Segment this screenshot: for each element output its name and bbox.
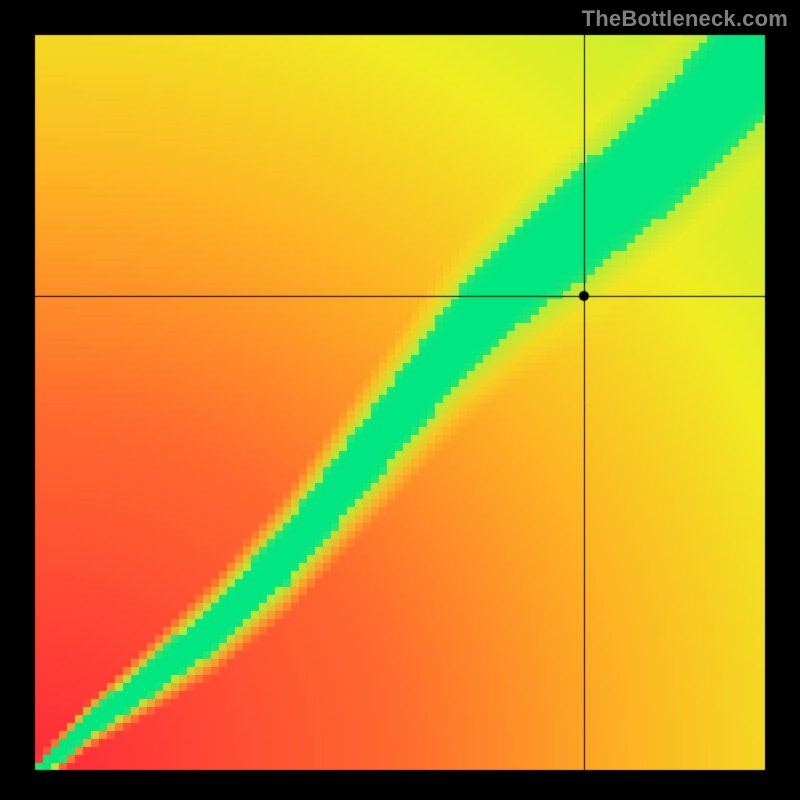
heatmap-canvas <box>0 0 800 800</box>
chart-container: TheBottleneck.com <box>0 0 800 800</box>
watermark-text: TheBottleneck.com <box>582 6 788 32</box>
